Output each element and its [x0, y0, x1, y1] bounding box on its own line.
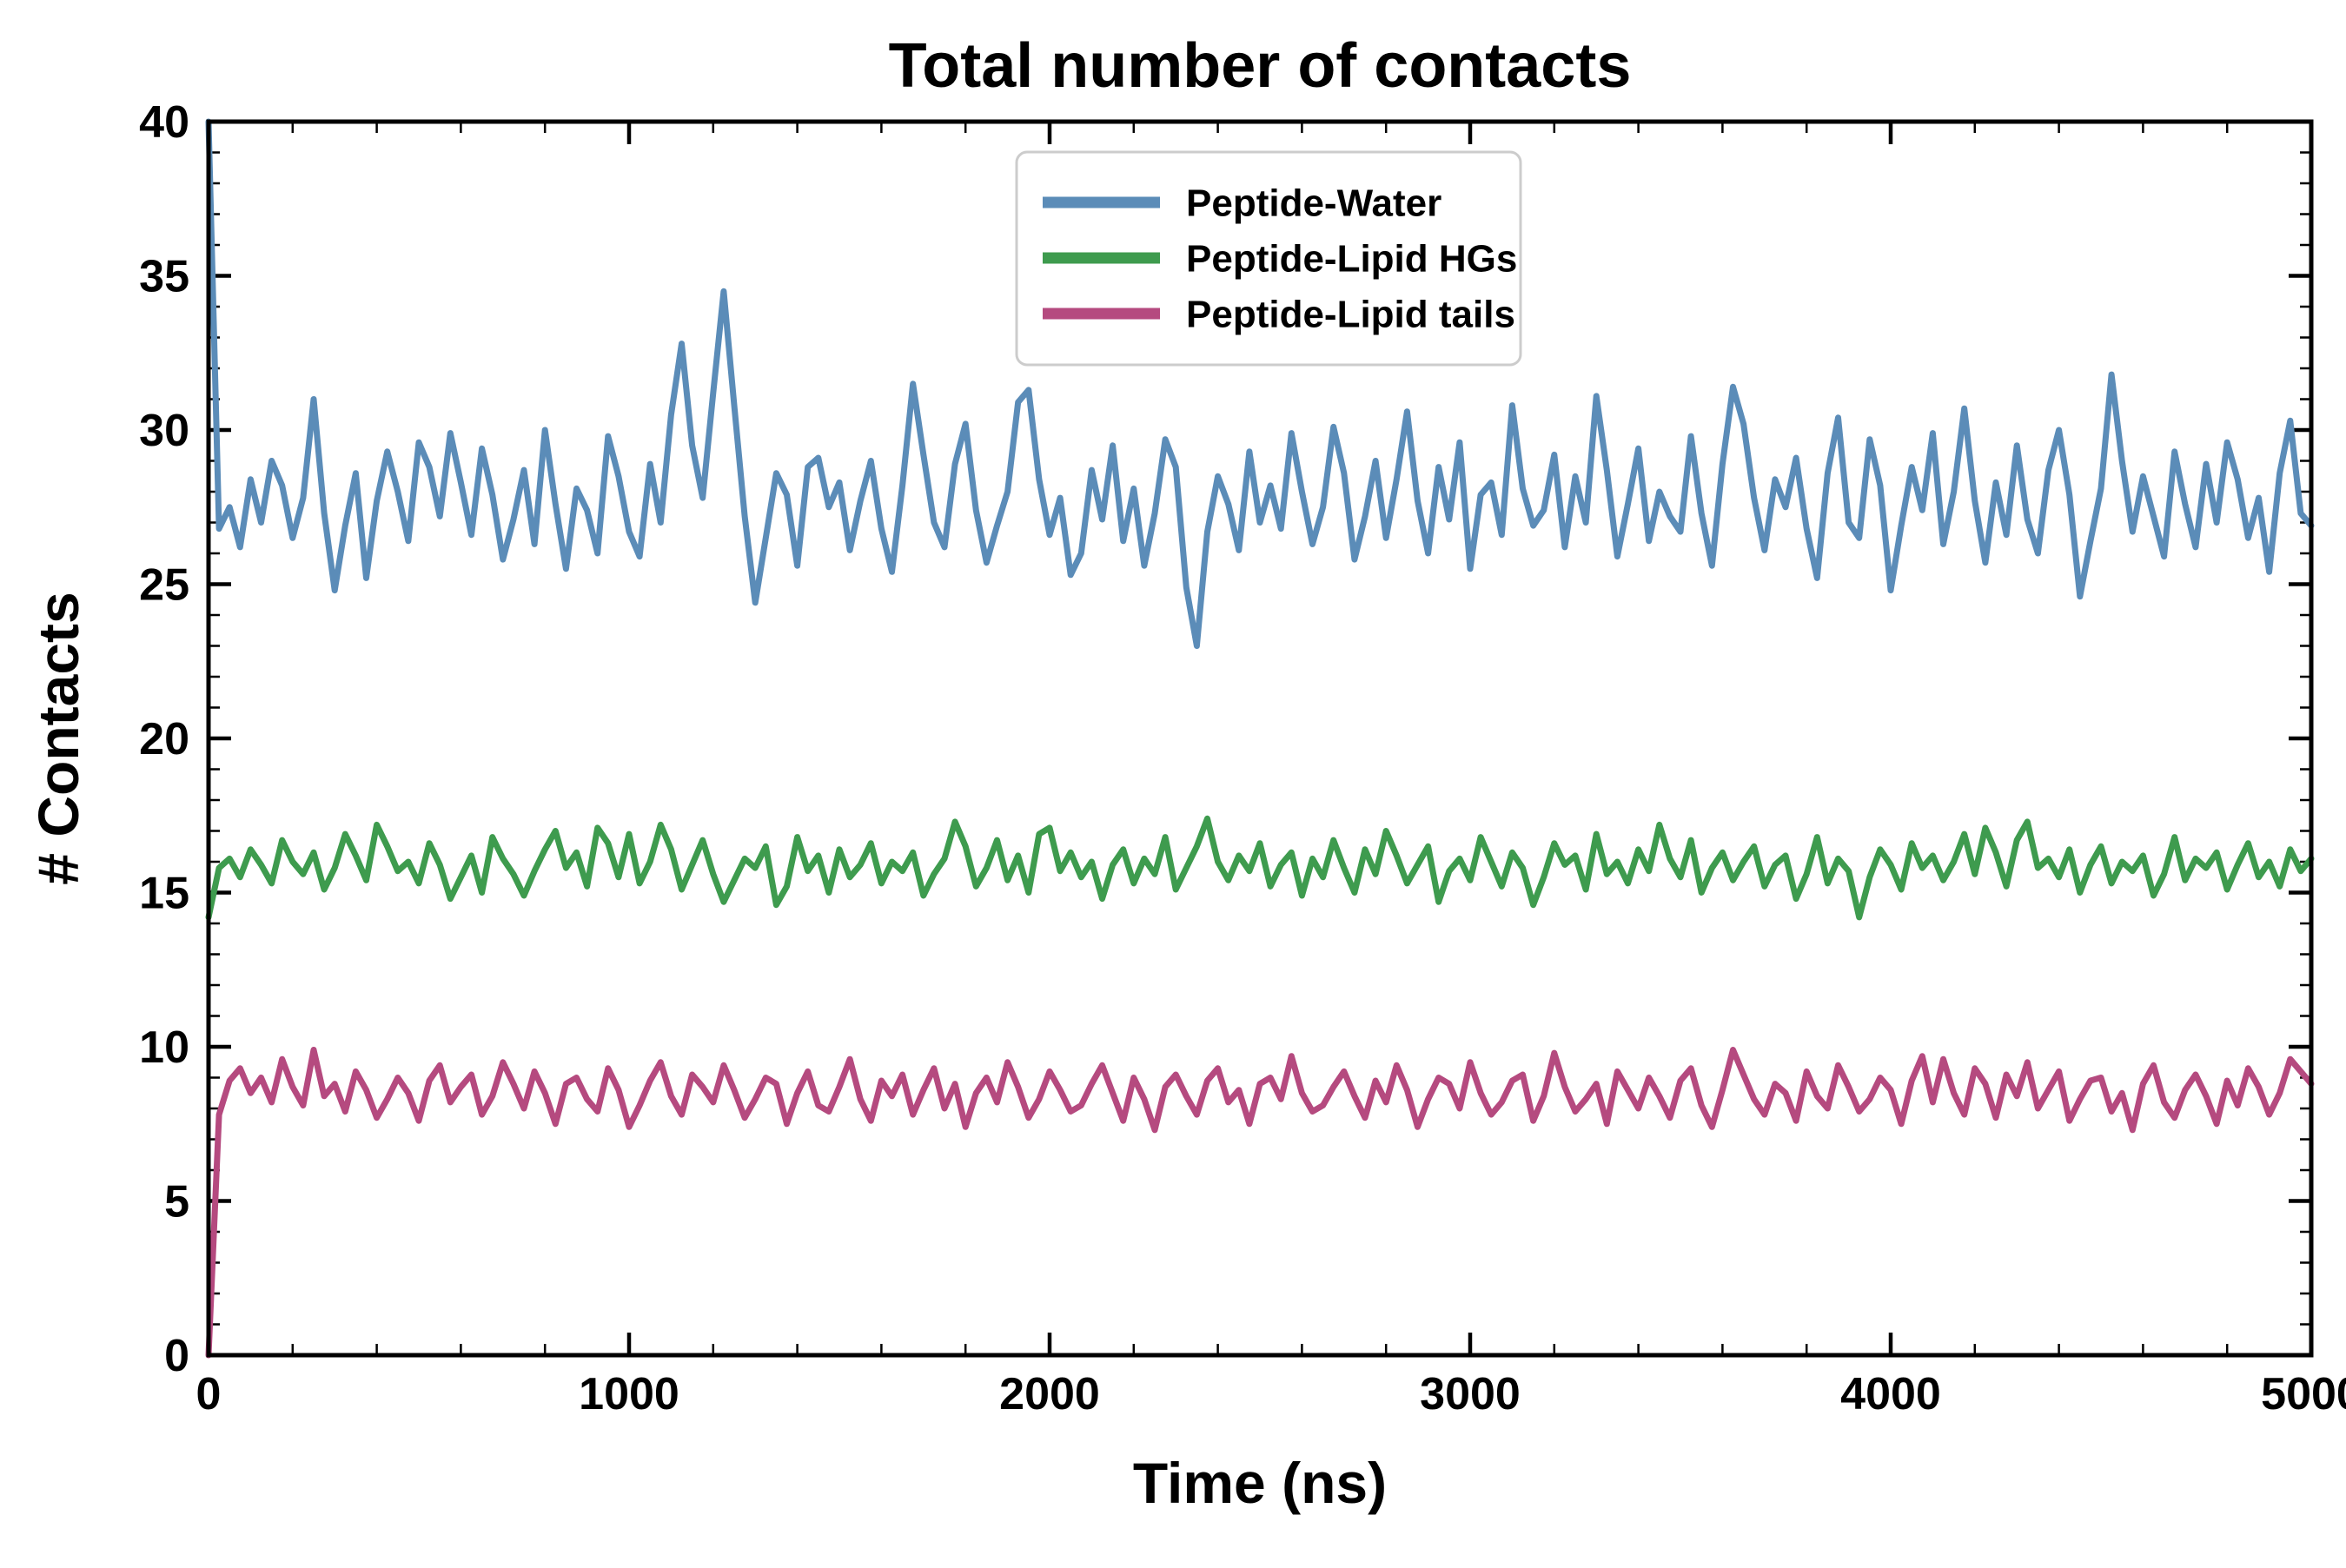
legend-label-peptide-water: Peptide-Water — [1186, 182, 1441, 224]
y-tick-label: 10 — [139, 1022, 189, 1073]
x-tick-label: 4000 — [1840, 1369, 1941, 1419]
legend-label-peptide-lipid-hgs: Peptide-Lipid HGs — [1186, 237, 1517, 280]
legend-label-peptide-lipid-tails: Peptide-Lipid tails — [1186, 293, 1515, 335]
x-tick-label: 0 — [196, 1369, 222, 1419]
series-line-peptide-lipid-tails — [205, 1047, 2315, 1359]
legend: Peptide-Water Peptide-Lipid HGs Peptide-… — [1015, 150, 1522, 367]
y-tick-label: 25 — [139, 560, 189, 611]
series-line-peptide-lipid-hgs — [205, 815, 2315, 921]
x-axis-label: Time (ns) — [1133, 1451, 1387, 1515]
series-lines — [205, 118, 2315, 1359]
y-tick-label: 5 — [164, 1177, 189, 1227]
x-tick-label: 2000 — [999, 1369, 1100, 1419]
y-tick-label: 0 — [164, 1331, 189, 1381]
series-line-peptide-water — [205, 118, 2315, 649]
y-tick-label: 15 — [139, 869, 189, 919]
x-tick-label: 3000 — [1420, 1369, 1521, 1419]
y-tick-label: 35 — [139, 252, 189, 302]
y-tick-label: 40 — [139, 97, 189, 148]
plot-area — [206, 119, 2314, 1358]
y-tick-label: 20 — [139, 714, 189, 764]
chart-title: Total number of contacts — [889, 31, 1632, 101]
x-tick-label: 1000 — [579, 1369, 679, 1419]
y-axis-label: # Contacts — [26, 592, 90, 884]
y-tick-label: 30 — [139, 406, 189, 456]
